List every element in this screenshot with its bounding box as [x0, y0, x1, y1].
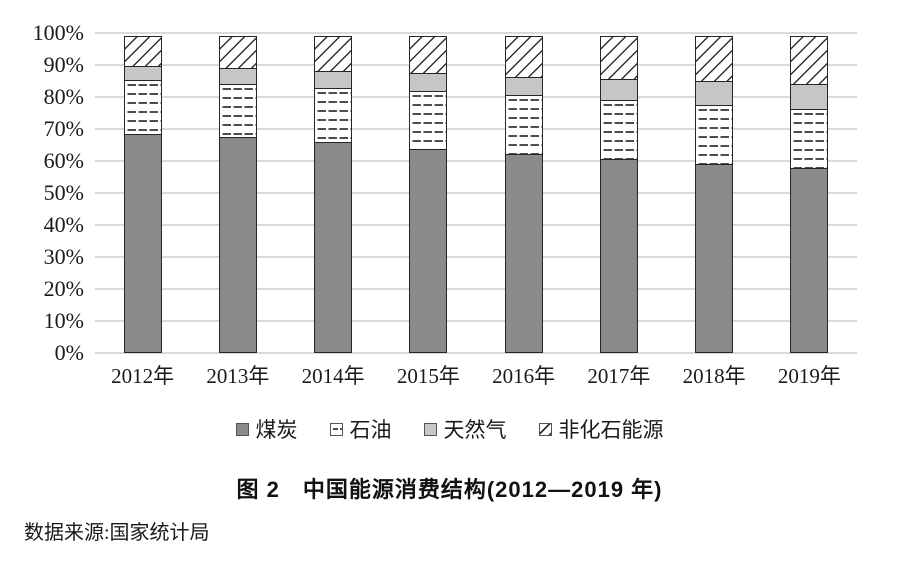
- y-tick-label: 80%: [43, 84, 84, 109]
- nonfossil-segment: [314, 35, 353, 73]
- gas-segment: [218, 67, 257, 85]
- x-tick-label: 2015年: [396, 364, 460, 388]
- y-tick-label: 10%: [43, 308, 84, 333]
- gridline: [95, 128, 857, 130]
- y-tick-label: 60%: [43, 148, 84, 173]
- oil-segment: [790, 108, 829, 170]
- bar-2016年: [476, 33, 571, 353]
- nonfossil-segment: [123, 36, 162, 68]
- legend-key-oil: [329, 422, 343, 436]
- gridline: [95, 352, 857, 354]
- y-tick-label: 30%: [43, 244, 84, 269]
- gridline: [95, 320, 857, 322]
- coal-segment: [695, 164, 734, 353]
- x-tick-label: 2016年: [492, 364, 556, 388]
- gas-segment: [409, 73, 448, 92]
- x-axis: 2012年 2013年 2014年 2015年 2016年 2017年 2018年 2019年: [95, 360, 857, 390]
- legend-key-coal: [235, 422, 249, 436]
- bar-2018年: [667, 33, 762, 353]
- legend-key-gas: [423, 422, 437, 436]
- oil-segment: [409, 90, 448, 150]
- bar-2017年: [571, 33, 666, 353]
- x-tick-label: 2012年: [111, 364, 175, 388]
- legend-label: 石油: [349, 418, 392, 442]
- legend-item-coal: 煤炭: [235, 414, 298, 444]
- plot-area: [95, 32, 857, 354]
- nonfossil-segment: [599, 36, 638, 80]
- nonfossil-segment: [790, 36, 829, 86]
- nonfossil-segment: [504, 36, 543, 78]
- coal-segment: [409, 148, 448, 353]
- coal-segment: [599, 159, 638, 353]
- gridline: [95, 224, 857, 226]
- legend-label: 煤炭: [255, 418, 298, 442]
- legend-item-oil: 石油: [329, 414, 392, 444]
- coal-segment: [123, 133, 162, 353]
- energy-consumption-stacked-bar-chart: 100% 90% 80% 70% 60% 50% 40% 30% 20% 10% 0% 2012年 2…: [32, 20, 857, 390]
- legend: 煤炭 石油 天然气 非化石能源: [0, 414, 899, 444]
- bar-2014年: [286, 33, 381, 353]
- x-tick-label: 2017年: [587, 364, 651, 388]
- gridline: [95, 256, 857, 258]
- nonfossil-segment: [218, 36, 257, 69]
- legend-item-gas: 天然气: [423, 414, 507, 444]
- y-tick-label: 20%: [43, 276, 84, 301]
- x-tick-label: 2014年: [301, 364, 365, 388]
- legend-label: 天然气: [443, 418, 507, 442]
- gridline: [95, 96, 857, 98]
- coal-segment: [218, 137, 257, 353]
- gas-segment: [504, 76, 543, 97]
- oil-segment: [314, 88, 353, 144]
- x-tick-label: 2018年: [682, 364, 746, 388]
- gas-segment: [123, 66, 162, 82]
- gas-segment: [599, 78, 638, 101]
- y-tick-label: 90%: [43, 52, 84, 77]
- y-tick-label: 50%: [43, 180, 84, 205]
- bar-2015年: [381, 33, 476, 353]
- oil-segment: [123, 80, 162, 135]
- gridline: [95, 64, 857, 66]
- gridline: [95, 160, 857, 162]
- coal-segment: [314, 142, 353, 353]
- gas-segment: [790, 84, 829, 110]
- coal-segment: [790, 168, 829, 353]
- bar-2019年: [762, 33, 857, 353]
- y-tick-label: 70%: [43, 116, 84, 141]
- legend-label: 非化石能源: [558, 418, 664, 442]
- legend-key-nonfossil: [538, 422, 552, 436]
- gridline: [95, 288, 857, 290]
- bar-2012年: [95, 33, 190, 353]
- y-tick-label: 0%: [54, 340, 84, 365]
- gas-segment: [314, 71, 353, 90]
- nonfossil-segment: [695, 36, 734, 83]
- oil-segment: [218, 83, 257, 139]
- oil-segment: [599, 99, 638, 161]
- data-source-note: 数据来源:国家统计局: [24, 522, 210, 544]
- nonfossil-segment: [409, 35, 448, 75]
- oil-segment: [695, 104, 734, 166]
- legend-item-nonfossil: 非化石能源: [538, 414, 664, 444]
- x-tick-label: 2019年: [777, 364, 841, 388]
- y-tick-label: 100%: [32, 20, 84, 45]
- gas-segment: [695, 81, 734, 106]
- bar-2013年: [190, 33, 285, 353]
- oil-segment: [504, 95, 543, 155]
- gridline: [95, 32, 857, 34]
- bars: [95, 33, 857, 353]
- y-tick-label: 40%: [43, 212, 84, 237]
- x-tick-label: 2013年: [206, 364, 270, 388]
- gridline: [95, 192, 857, 194]
- figure-caption: 图 2 中国能源消费结构(2012—2019 年): [236, 477, 663, 502]
- coal-segment: [504, 154, 543, 353]
